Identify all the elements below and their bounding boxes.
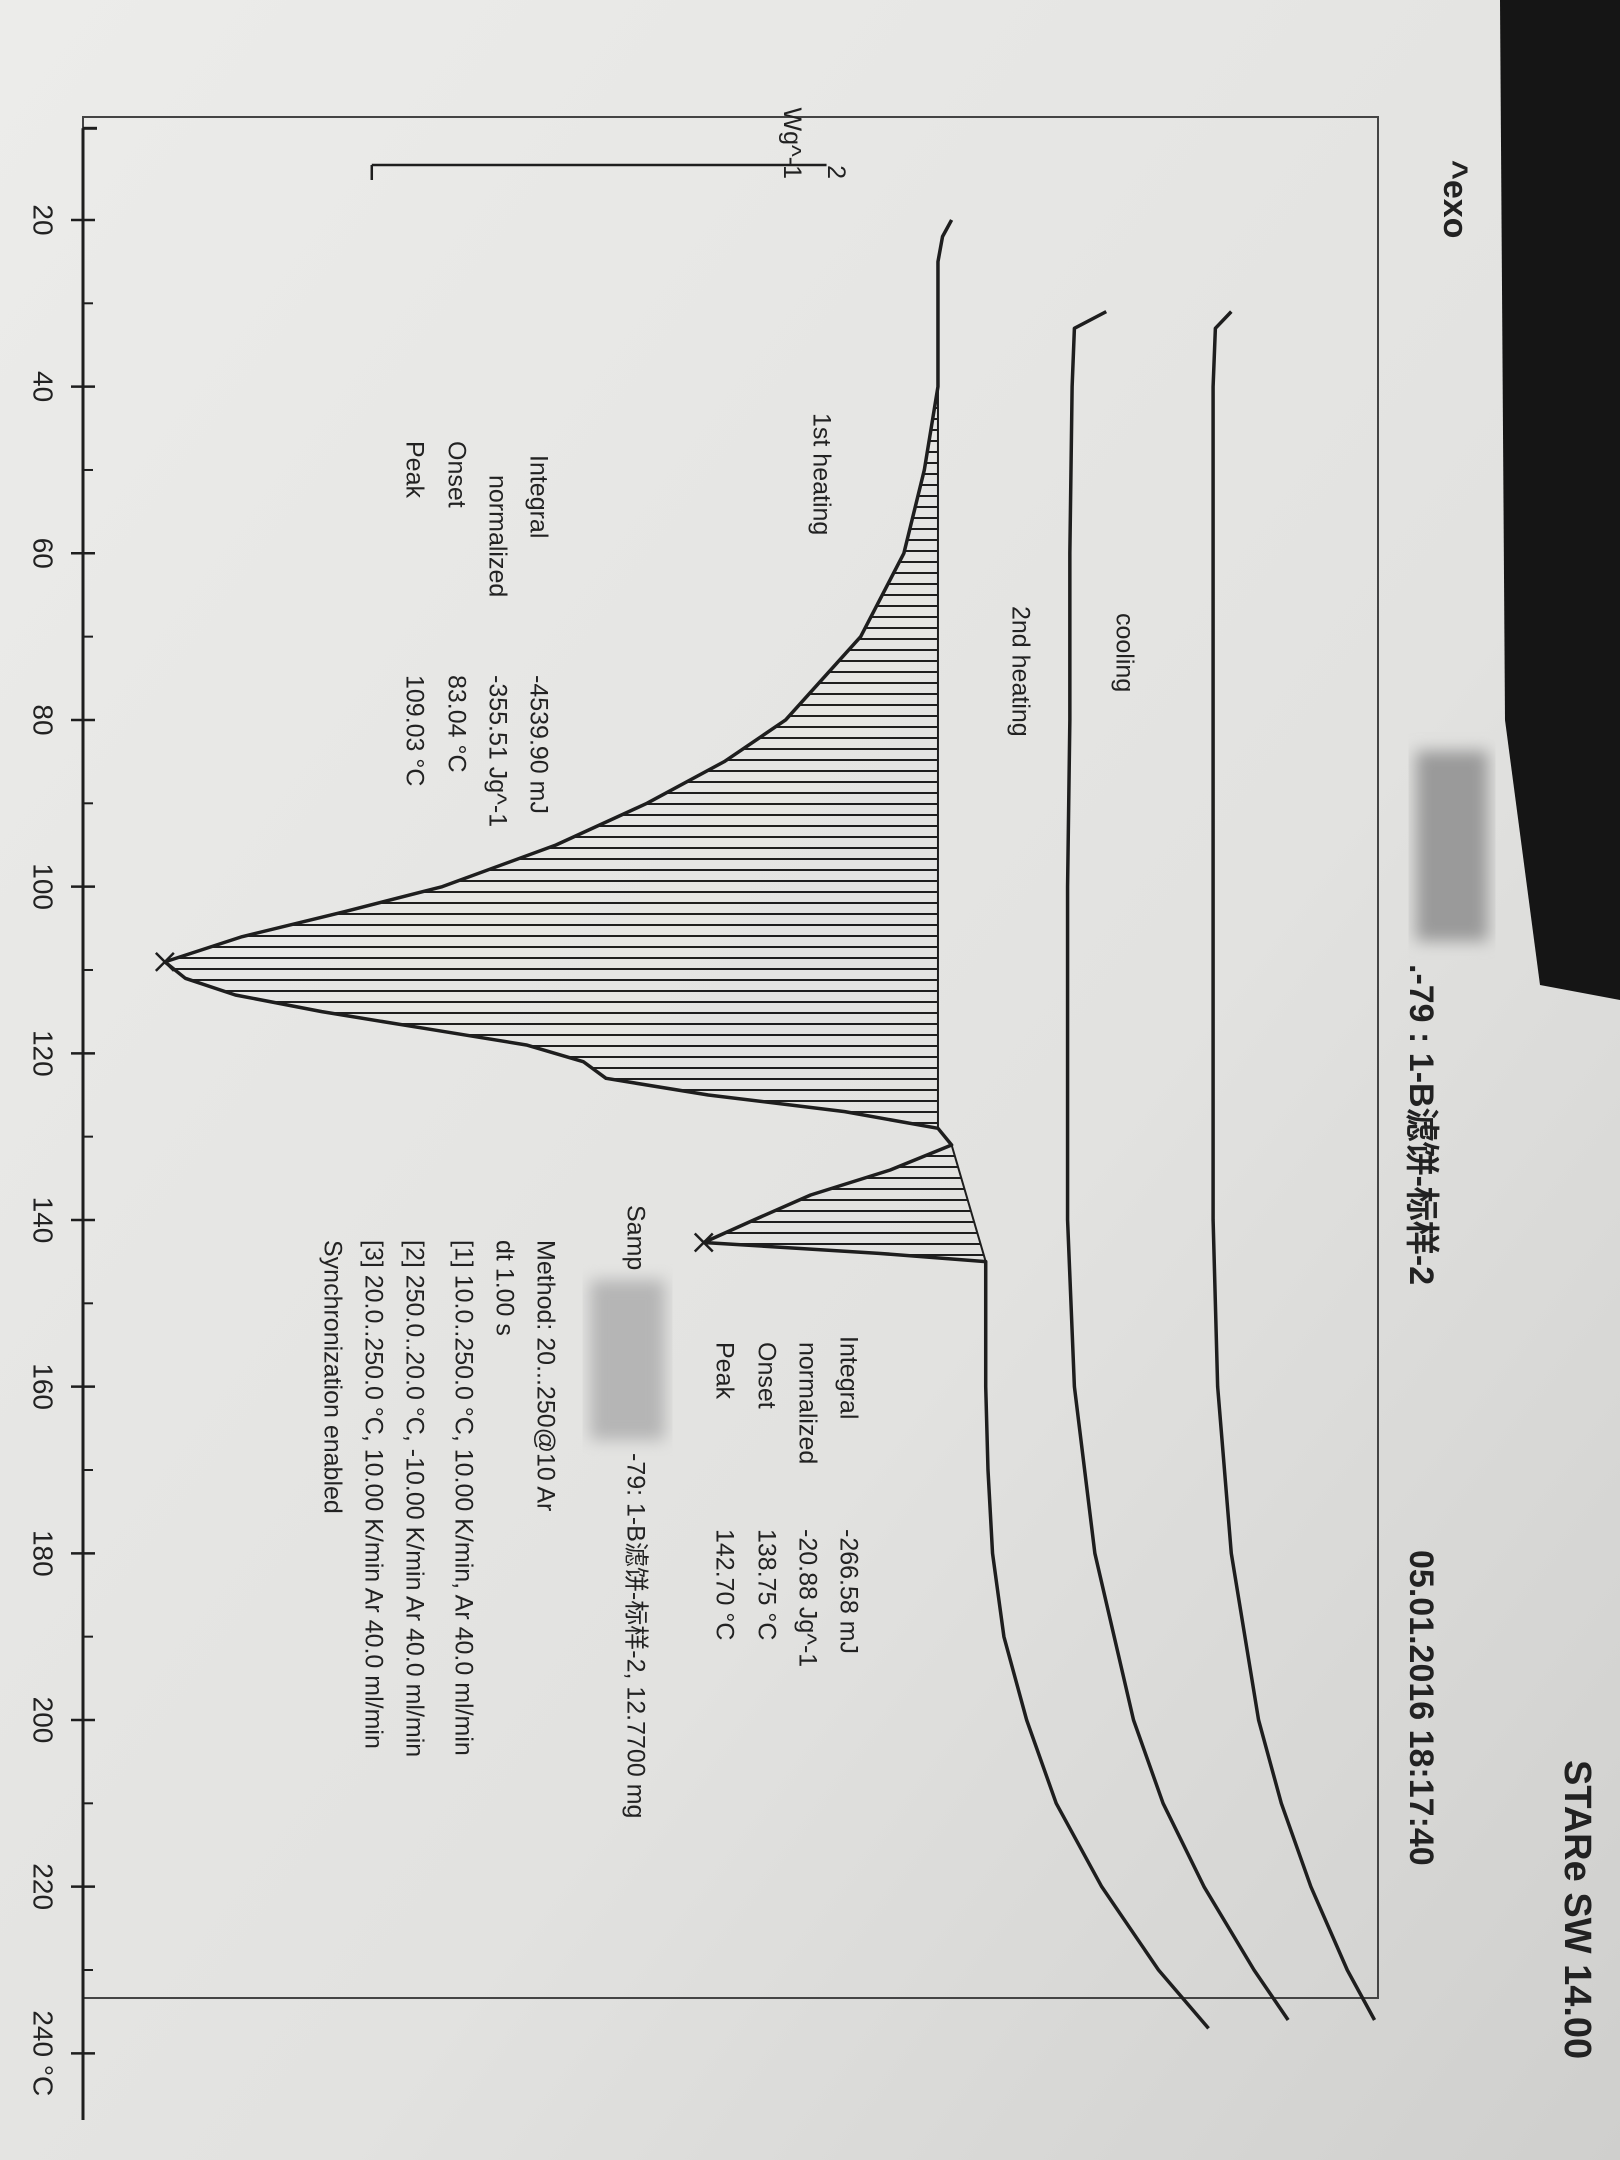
x-tick-label: 160 [28, 1363, 59, 1410]
title: .-79 : 1-B滤饼-标样-2 [1402, 964, 1440, 1285]
result-label: Peak [710, 1342, 738, 1399]
method-line: dt 1.00 s [490, 1240, 518, 1336]
result-value: 109.03 °C [400, 675, 428, 786]
x-tick-label: 100 [28, 863, 59, 910]
datetime: 05.01.2016 18:17:40 [1402, 1550, 1440, 1866]
result-label: normalized [483, 475, 511, 597]
x-tick-label: 80 [28, 704, 59, 735]
x-tick-label: 20 [28, 204, 59, 235]
result-value: 142.70 °C [710, 1529, 738, 1640]
series-line [163, 219, 1210, 2030]
x-tick-label: 180 [28, 1530, 59, 1577]
series-label: 2nd heating [1006, 606, 1034, 737]
footer: STARe SW 14.00 [1556, 1760, 1598, 2059]
scale-label: 2 [822, 165, 850, 179]
result-value: -20.88 Jg^-1 [793, 1529, 821, 1667]
method-line: [1] 10.0..250.0 °C, 10.00 K/min, Ar 40.0… [449, 1240, 477, 1756]
result-value: 138.75 °C [752, 1529, 780, 1640]
x-tick-label: 120 [28, 1030, 59, 1077]
series-line [1211, 310, 1377, 2021]
x-tick-label: 240 °C [28, 2010, 59, 2096]
x-tick-label: 140 [28, 1197, 59, 1244]
result-value: -4539.90 mJ [524, 675, 552, 814]
method-line: Method: 20...250@10 Ar [531, 1240, 559, 1511]
series-label: cooling [1110, 613, 1138, 692]
method-line: [3] 20.0..250.0 °C, 10.00 K/min Ar 40.0 … [359, 1240, 387, 1749]
result-label: normalized [793, 1342, 821, 1464]
method-line: [2] 250.0..20.0 °C, -10.00 K/min Ar 40.0… [400, 1240, 428, 1757]
peak-marker [154, 952, 175, 972]
result-value: -266.58 mJ [834, 1529, 862, 1654]
series-line [1065, 310, 1290, 2021]
result-value: -355.51 Jg^-1 [483, 675, 511, 827]
result-label: Integral [524, 455, 552, 538]
x-tick-label: 60 [28, 538, 59, 569]
result-label: Onset [442, 441, 470, 508]
exo-label: ^exo [1436, 160, 1474, 238]
dark-background [1500, 0, 1620, 1000]
x-tick-label: 220 [28, 1863, 59, 1910]
blurred-patch [590, 1280, 665, 1440]
result-value: 83.04 °C [442, 675, 470, 773]
result-label: Peak [400, 441, 428, 498]
blurred-patch [1416, 751, 1488, 941]
x-tick-label: 40 [28, 371, 59, 402]
sample-text: -79: 1-B滤饼-标样-2, 12.7700 mg [621, 1453, 649, 1818]
x-tick-label: 200 [28, 1697, 59, 1744]
result-label: Onset [752, 1342, 780, 1409]
series-label: 1st heating [807, 413, 835, 535]
scale-unit: Wg^-1 [778, 108, 806, 179]
printout: ^exo .-79 : 1-B滤饼-标样-2 05.01.2016 18:17:… [28, 108, 1598, 2120]
peak-marker [693, 1232, 714, 1253]
sample-prefix: Samp [621, 1205, 649, 1270]
result-label: Integral [834, 1336, 862, 1419]
method-line: Synchronization enabled [318, 1240, 346, 1514]
